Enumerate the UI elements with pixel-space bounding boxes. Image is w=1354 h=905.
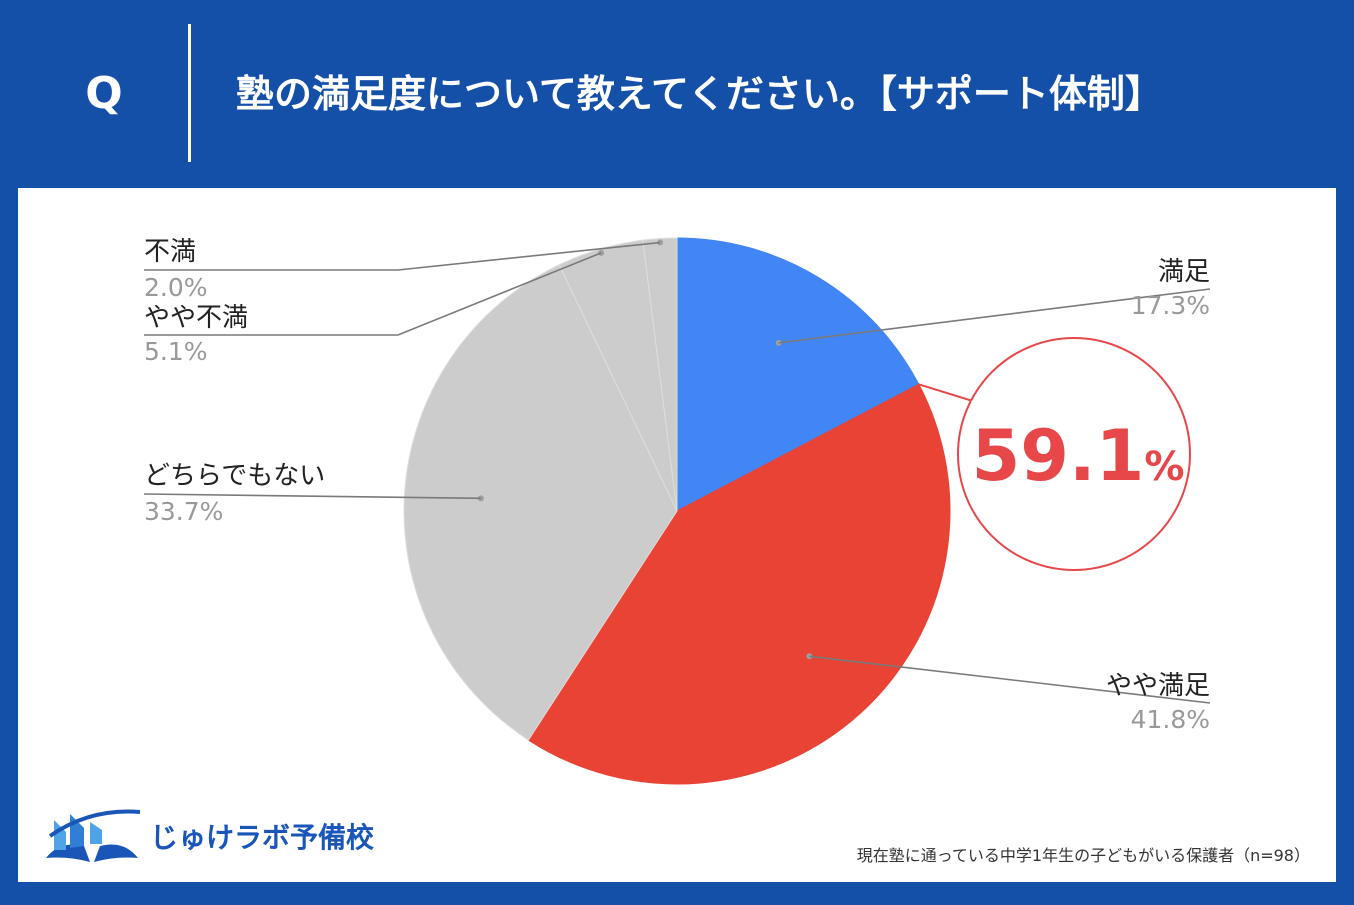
slice-label-somewhat-dissatisfied: やや不満 [144, 303, 248, 333]
pie-slice-dissatisfied [642, 237, 678, 512]
slice-label-dissatisfied: 不満 [144, 237, 196, 267]
pie-slice-somewhat-satisfied [527, 383, 951, 785]
leader-dot-somewhat-satisfied [806, 653, 813, 660]
leader-line-somewhat-dissatisfied [144, 252, 602, 336]
header-divider [188, 24, 191, 162]
callout-pointer-cover [962, 400, 972, 434]
footnote: 現在塾に通っている中学1年生の子どもがいる保護者（n=98） [856, 846, 1310, 865]
leader-line-dissatisfied [144, 241, 661, 271]
slice-value-satisfied: 17.3% [1131, 291, 1210, 320]
slice-value-neutral: 33.7% [144, 497, 223, 526]
leader-line-satisfied [778, 288, 1211, 344]
slice-label-neutral: どちらでもない [144, 461, 325, 491]
logo: じゅけラボ予備校 [40, 806, 380, 870]
slice-label-satisfied: 満足 [1158, 257, 1210, 287]
slice-label-somewhat-satisfied: やや満足 [1106, 671, 1210, 701]
leader-dot-somewhat-dissatisfied [598, 249, 605, 256]
leader-line-somewhat-satisfied [809, 655, 1211, 704]
pie-chart: 満足 17.3% やや満足 41.8% どちらでもない 33.7% やや不満 5.1% 不満 2.… [143, 237, 1211, 785]
pie-slice-neutral [403, 264, 678, 741]
page-title: 塾の満足度について教えてください。【サポート体制】 [236, 72, 1163, 116]
callout-bubble [957, 337, 1191, 571]
question-mark-label: Q [85, 68, 123, 119]
open-book-icon [46, 809, 141, 862]
callout-value: 59.1% [972, 415, 1185, 497]
chart-card: 満足 17.3% やや満足 41.8% どちらでもない 33.7% やや不満 5.1% 不満 2.… [18, 188, 1336, 882]
slice-value-somewhat-satisfied: 41.8% [1131, 705, 1210, 734]
leader-line-neutral [143, 493, 481, 500]
logo-text: じゅけラボ予備校 [150, 821, 375, 854]
slice-value-dissatisfied: 2.0% [144, 273, 208, 302]
slice-value-somewhat-dissatisfied: 5.1% [144, 337, 208, 366]
pie-slice-satisfied [676, 237, 920, 512]
header: Q 塾の満足度について教えてください。【サポート体制】 [0, 0, 1354, 188]
